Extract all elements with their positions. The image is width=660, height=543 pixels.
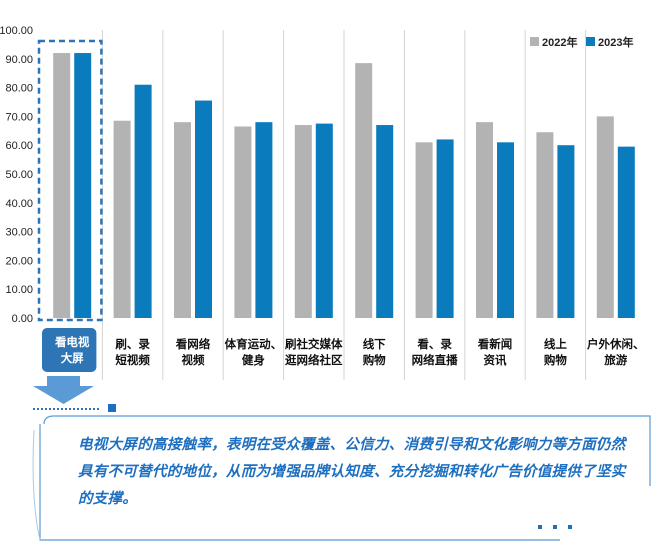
- y-tick-label: 70.00: [5, 111, 33, 123]
- category-dividers: [101, 30, 587, 380]
- bar-2022: [476, 122, 493, 318]
- bar-2022: [294, 125, 312, 318]
- y-tick-label: 50.00: [5, 169, 33, 181]
- down-arrow-icon: [33, 376, 94, 404]
- category-label: 看、录网络直播: [412, 337, 458, 367]
- note-corner-square: [108, 404, 116, 412]
- bar-2023: [195, 100, 212, 318]
- bar-2022: [355, 63, 373, 319]
- category-label: 刷、录短视频: [115, 337, 150, 367]
- note-dot: [553, 525, 557, 529]
- bar-2022: [113, 120, 131, 318]
- y-tick-label: 0.00: [12, 313, 33, 325]
- bar-2023: [74, 53, 92, 318]
- note-frame-top: [43, 415, 651, 486]
- bar-2023: [557, 145, 575, 318]
- category-label: 刷社交媒体逛网络社区: [285, 337, 343, 367]
- note-text: 电视大屏的高接触率，表明在受众覆盖、公信力、消费引导和文化影响力等方面仍然具有不…: [78, 437, 626, 507]
- bar-2023: [315, 123, 333, 318]
- bar-2022: [415, 142, 433, 318]
- y-tick-label: 20.00: [5, 255, 33, 267]
- bar-2023: [617, 146, 635, 318]
- bar-2023: [255, 122, 273, 318]
- legend-swatch: [530, 37, 539, 46]
- category-label: 看网络视频: [175, 337, 211, 367]
- y-axis: 0.00 10.00 20.00 30.00 40.00 50.00 60.00 70.00 8…: [0, 25, 33, 325]
- decorations: [32, 376, 651, 541]
- bars: [37, 39, 635, 322]
- y-tick-label: 60.00: [5, 140, 33, 152]
- highlight-dashed-frame: [37, 39, 103, 322]
- bar-2022: [53, 53, 71, 318]
- bar-2022: [536, 132, 554, 318]
- legend-label: 2022年: [542, 35, 577, 49]
- y-tick-label: 10.00: [5, 284, 33, 296]
- category-label: 看电视大屏: [54, 335, 90, 365]
- y-tick-label: 40.00: [5, 198, 33, 210]
- bar-2022: [174, 122, 191, 318]
- category-label: 看新闻资讯: [477, 337, 513, 367]
- bar-2023: [376, 125, 394, 318]
- category-label: 线上购物: [544, 337, 567, 367]
- y-tick-label: 80.00: [5, 83, 33, 95]
- legend: 2022年 2023年: [530, 35, 633, 49]
- category-label: 线下购物: [363, 337, 386, 367]
- note-dot: [538, 525, 542, 529]
- bar-2023: [436, 139, 454, 318]
- note-dot: [568, 525, 572, 529]
- legend-label: 2023年: [598, 35, 633, 49]
- note-frame-curve: [32, 429, 41, 541]
- bar-2022: [234, 126, 252, 318]
- y-tick-label: 30.00: [5, 227, 33, 239]
- bar-2023: [134, 84, 152, 318]
- category-label: 体育运动、健身: [225, 337, 283, 367]
- y-tick-label: 90.00: [5, 54, 33, 66]
- legend-swatch: [586, 37, 595, 46]
- category-label: 户外休闲、旅游: [587, 337, 645, 367]
- bar-2023: [497, 142, 514, 318]
- y-tick-label: 100.00: [0, 25, 33, 37]
- bar-2022: [596, 116, 614, 319]
- highlight-label-box: [42, 328, 97, 372]
